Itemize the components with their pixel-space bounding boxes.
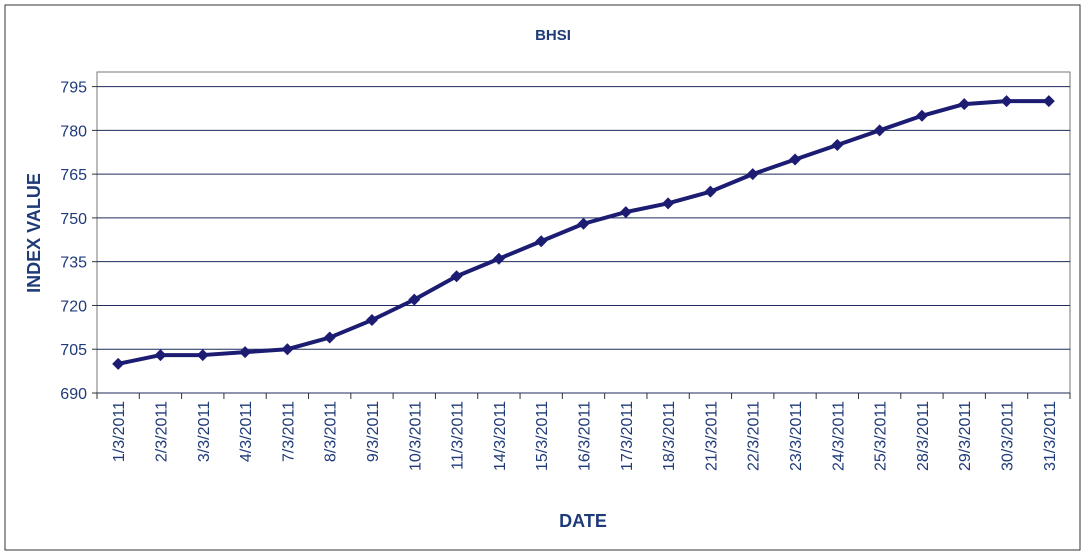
marker — [493, 253, 505, 265]
x-tick-label: 17/3/2011 — [619, 401, 636, 471]
y-tick-label: 705 — [60, 342, 87, 359]
x-tick-label: 28/3/2011 — [915, 401, 932, 471]
x-tick-label: 30/3/2011 — [1000, 401, 1017, 471]
x-tick-label: 11/3/2011 — [450, 401, 467, 470]
y-tick-label: 735 — [60, 255, 87, 272]
marker — [789, 154, 801, 166]
line — [118, 101, 1049, 364]
x-tick-label: 25/3/2011 — [873, 401, 890, 471]
x-tick-label: 21/3/2011 — [703, 401, 720, 471]
x-tick-label: 10/3/2011 — [407, 401, 424, 471]
x-tick-label: 15/3/2011 — [534, 401, 551, 471]
x-tick-label: 31/3/2011 — [1042, 401, 1059, 471]
marker — [197, 349, 209, 361]
marker — [831, 139, 843, 151]
marker — [874, 124, 886, 136]
marker — [620, 206, 632, 218]
x-tick-label: 9/3/2011 — [365, 401, 382, 462]
marker — [578, 218, 590, 230]
marker — [154, 349, 166, 361]
x-tick-label: 24/3/2011 — [830, 401, 847, 471]
marker — [281, 343, 293, 355]
y-tick-label: 765 — [60, 167, 87, 184]
y-tick-label: 720 — [60, 298, 87, 315]
y-tick-label: 690 — [60, 386, 87, 403]
marker — [747, 168, 759, 180]
x-tick-label: 22/3/2011 — [746, 401, 763, 471]
chart-title: BHSI — [535, 27, 571, 44]
y-axis-title: INDEX VALUE — [24, 173, 44, 293]
x-tick-label: 1/3/2011 — [111, 401, 128, 462]
marker — [112, 358, 124, 370]
chart: BHSI INDEX VALUE DATE 690 705 720 735 750 765… — [0, 0, 1086, 556]
x-tick-label: 3/3/2011 — [196, 401, 213, 462]
marker — [662, 197, 674, 209]
marker — [324, 332, 336, 344]
y-tick-label: 780 — [60, 123, 87, 140]
marker — [1001, 95, 1013, 107]
x-tick-label: 16/3/2011 — [577, 401, 594, 471]
marker — [916, 110, 928, 122]
x-tick-label: 7/3/2011 — [280, 401, 297, 462]
x-tick-label: 29/3/2011 — [957, 401, 974, 471]
marker — [1043, 95, 1055, 107]
x-axis-title: DATE — [559, 511, 607, 531]
marker — [958, 98, 970, 110]
marker — [704, 186, 716, 198]
marker — [239, 346, 251, 358]
x-tick-label: 2/3/2011 — [153, 401, 170, 462]
x-tick-label: 4/3/2011 — [238, 401, 255, 462]
x-tick-label: 8/3/2011 — [323, 401, 340, 462]
plot-area — [97, 72, 1070, 393]
y-tick-label: 795 — [60, 80, 87, 97]
marker — [535, 235, 547, 247]
y-tick-label: 750 — [60, 211, 87, 228]
x-tick-label: 18/3/2011 — [661, 401, 678, 471]
x-tick-label: 14/3/2011 — [492, 401, 509, 471]
x-tick-label: 23/3/2011 — [788, 401, 805, 471]
